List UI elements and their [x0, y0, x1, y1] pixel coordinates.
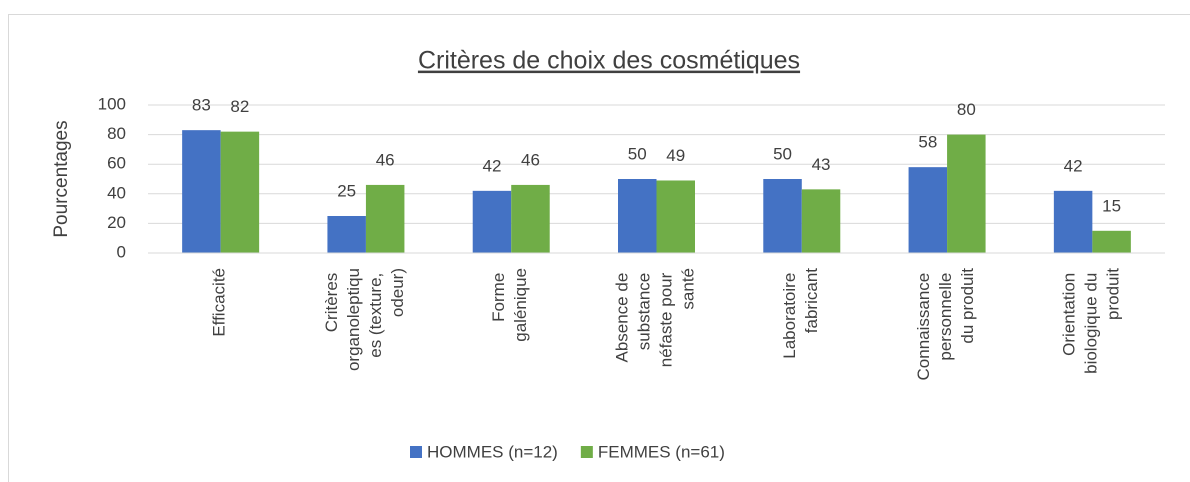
data-label: 80	[957, 100, 976, 119]
x-tick-label: Efficacité	[210, 268, 229, 337]
bar	[1053, 190, 1093, 253]
data-label: 46	[521, 150, 540, 169]
x-tick-group: Orientation biologique du produit	[1060, 268, 1123, 374]
data-label: 15	[1102, 196, 1121, 215]
x-tick-line: du produit	[959, 268, 978, 344]
bar	[472, 190, 512, 253]
x-tick-group: Absence de substance néfaste pour santé	[613, 268, 698, 367]
data-label: 46	[376, 150, 395, 169]
bar	[511, 184, 550, 253]
legend-label: HOMMES (n=12)	[427, 442, 558, 461]
y-tick-label: 0	[117, 242, 126, 261]
legend-swatch	[580, 446, 593, 458]
x-tick-group: Critères organoleptiqu es (texture, odeur…	[322, 268, 407, 371]
x-tick-line: Absence de	[613, 268, 632, 363]
x-tick-line: Orientation	[1060, 268, 1079, 356]
x-tick-line: personnelle	[937, 268, 956, 361]
y-tick-label: 60	[107, 154, 126, 173]
y-tick-label: 80	[107, 124, 126, 143]
data-label: 49	[666, 146, 685, 165]
y-tick-label: 40	[107, 183, 126, 202]
x-tick-label: Orientation biologique du produit	[1060, 268, 1123, 374]
x-tick-line: Forme	[490, 268, 509, 322]
bar	[365, 184, 405, 253]
x-tick-line: néfaste pour	[657, 268, 676, 367]
data-label: 42	[483, 156, 502, 175]
x-tick-group: Laboratoire fabricant	[780, 268, 821, 359]
bar	[908, 167, 948, 253]
bar	[656, 180, 695, 253]
x-tick-line: Efficacité	[210, 268, 229, 337]
chart-title: Critères de choix des cosmétiques	[418, 47, 800, 75]
x-tick-group: Efficacité	[210, 268, 229, 337]
x-tick-line: galénique	[512, 268, 531, 342]
x-tick-label: Connaissance personnelle du produit	[915, 268, 978, 381]
data-label: 83	[192, 96, 211, 115]
x-tick-group: Connaissance personnelle du produit	[915, 268, 978, 381]
x-tick-label: Absence de substance néfaste pour santé	[613, 268, 698, 367]
bar	[182, 130, 221, 253]
x-tick-group: Forme galénique	[490, 268, 531, 342]
bar	[801, 189, 841, 253]
data-label: 43	[812, 155, 831, 174]
x-tick-line: fabricant	[802, 268, 821, 333]
data-label: 50	[773, 144, 792, 163]
y-tick-label: 20	[107, 213, 126, 232]
x-tick-line: produit	[1104, 268, 1123, 320]
data-label: 58	[918, 133, 937, 152]
chart-border	[8, 14, 1190, 482]
x-tick-line: Critères	[322, 268, 341, 332]
x-tick-line: Laboratoire	[780, 268, 799, 359]
x-tick-line: odeur)	[388, 268, 407, 317]
data-label: 42	[1064, 156, 1083, 175]
legend-swatch	[410, 446, 422, 458]
data-label: 50	[628, 144, 647, 163]
bar	[763, 179, 802, 253]
bar	[947, 134, 986, 253]
legend-label: FEMMES (n=61)	[598, 442, 725, 461]
data-label: 25	[337, 181, 356, 200]
bar	[1092, 230, 1131, 253]
bar	[327, 216, 366, 253]
x-tick-label: Forme galénique	[490, 268, 531, 342]
y-axis-label: Pourcentages	[51, 120, 72, 237]
x-tick-label: Laboratoire fabricant	[780, 268, 821, 359]
bar	[220, 131, 260, 253]
data-label: 82	[230, 97, 249, 116]
x-tick-line: organoleptiqu	[344, 268, 363, 371]
x-tick-label: Critères organoleptiqu es (texture, odeur…	[322, 268, 407, 371]
x-tick-line: santé	[679, 268, 698, 310]
x-tick-line: es (texture,	[366, 268, 385, 358]
bar	[618, 179, 657, 253]
x-tick-line: substance	[635, 268, 654, 350]
y-tick-label: 100	[98, 94, 126, 113]
x-tick-line: Connaissance	[915, 268, 934, 380]
x-tick-line: biologique du	[1082, 268, 1101, 374]
